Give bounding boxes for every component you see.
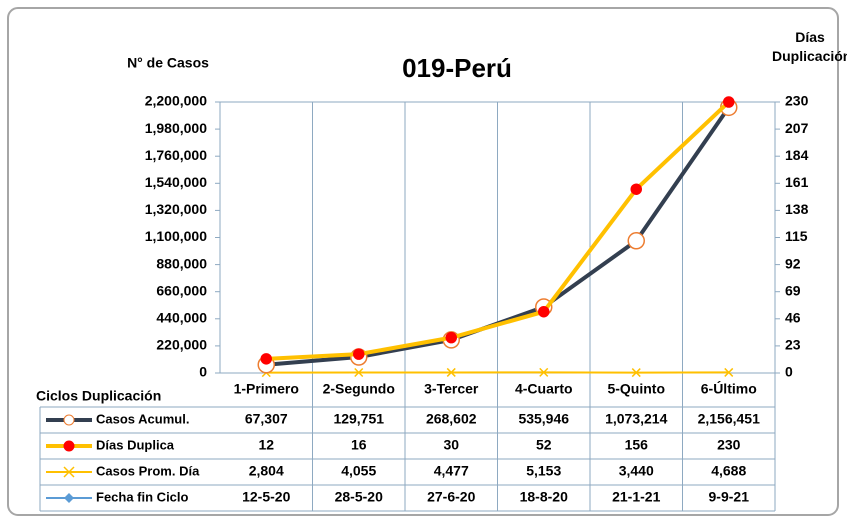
legend-marker [63, 466, 75, 478]
y-tick-label: 440,000 [156, 310, 207, 326]
y2-tick-label: 92 [785, 255, 801, 271]
table-cell: 21-1-21 [612, 489, 660, 505]
series-line [266, 100, 731, 361]
data-point [539, 367, 549, 377]
x-tick-label: 4-Cuarto [515, 381, 573, 397]
table-cell: 4,477 [434, 463, 469, 479]
table-cell: 2,804 [249, 463, 284, 479]
x-tick-label: 5-Quinto [607, 381, 665, 397]
data-point [446, 367, 456, 377]
table-cell: 27-6-20 [427, 489, 475, 505]
chart-title: 019-Perú [402, 53, 512, 83]
table-cell: 268,602 [426, 411, 477, 427]
data-point [630, 183, 642, 195]
y2-tick-label: 115 [785, 228, 808, 244]
y-tick-label: 2,200,000 [145, 93, 207, 109]
frame-border [7, 7, 839, 516]
legend-marker [63, 414, 75, 426]
y-tick-label: 220,000 [156, 337, 207, 353]
table-cell: 129,751 [333, 411, 384, 427]
y2-tick-label: 207 [785, 120, 809, 136]
y-axis-label: N° de Casos [127, 55, 209, 71]
y-tick-label: 1,760,000 [145, 147, 207, 163]
y2-tick-label: 0 [785, 364, 793, 380]
table-cell: 16 [351, 437, 367, 453]
data-point [354, 367, 364, 378]
table-cell: 28-5-20 [335, 489, 383, 505]
legend-label: Fecha fin Ciclo [96, 489, 189, 504]
legend-marker [63, 440, 75, 452]
data-point [724, 367, 734, 377]
table-cell: 12 [258, 437, 274, 453]
y2-tick-label: 138 [785, 201, 809, 217]
y-tick-label: 0 [199, 364, 207, 380]
table-cell: 535,946 [518, 411, 569, 427]
y2-axis-label: Días Duplicación [772, 29, 847, 64]
y-tick-label: 1,540,000 [145, 174, 207, 190]
y2-tick-label: 230 [785, 93, 809, 109]
table-cell: 4,055 [341, 463, 376, 479]
x-tick-label: 2-Segundo [323, 381, 395, 397]
y2-tick-label: 46 [785, 310, 801, 326]
table-cell: 156 [625, 437, 649, 453]
y2-tick-label: 69 [785, 282, 801, 298]
data-point [631, 368, 641, 378]
legend-label: Días Duplica [96, 437, 175, 452]
legend-marker [64, 493, 74, 503]
x-tick-label: 1-Primero [234, 381, 299, 397]
data-point [723, 96, 735, 108]
table-cell: 52 [536, 437, 552, 453]
table-cell: 4,688 [711, 463, 746, 479]
table-cell: 30 [443, 437, 459, 453]
y-tick-label: 880,000 [156, 255, 207, 271]
table-cell: 9-9-21 [709, 489, 750, 505]
legend-label: Casos Acumul. [96, 411, 189, 426]
x-axis-label: Ciclos Duplicación [36, 388, 161, 404]
table-cell: 3,440 [619, 463, 654, 479]
y-tick-label: 1,320,000 [145, 201, 207, 217]
table-cell: 67,307 [245, 411, 288, 427]
x-tick-label: 6-Último [701, 380, 757, 397]
data-point [445, 331, 457, 344]
legend-label: Casos Prom. Día [96, 463, 200, 478]
y-tick-label: 660,000 [156, 282, 207, 298]
y-tick-label: 1,980,000 [145, 120, 207, 136]
y2-tick-label: 161 [785, 174, 809, 190]
y2-tick-label: 184 [785, 147, 809, 163]
table-cell: 2,156,451 [698, 411, 760, 427]
data-point [353, 348, 365, 360]
table-cell: 230 [717, 437, 741, 453]
y-tick-label: 1,100,000 [145, 228, 207, 244]
table-cell: 12-5-20 [242, 489, 290, 505]
table-cell: 5,153 [526, 463, 561, 479]
data-point [627, 232, 645, 250]
table-cell: 18-8-20 [520, 489, 568, 505]
data-point [260, 353, 272, 365]
x-tick-label: 3-Tercer [424, 381, 479, 397]
y2-tick-label: 23 [785, 337, 801, 353]
data-point [538, 305, 550, 318]
table-cell: 1,073,214 [605, 411, 667, 427]
